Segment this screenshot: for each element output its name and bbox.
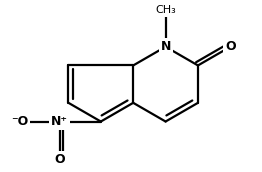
- Text: O: O: [225, 40, 236, 53]
- Text: N⁺: N⁺: [51, 115, 68, 128]
- Text: O: O: [54, 153, 65, 166]
- Text: ⁻O: ⁻O: [11, 115, 28, 128]
- Text: N: N: [160, 40, 171, 53]
- Text: CH₃: CH₃: [155, 5, 176, 15]
